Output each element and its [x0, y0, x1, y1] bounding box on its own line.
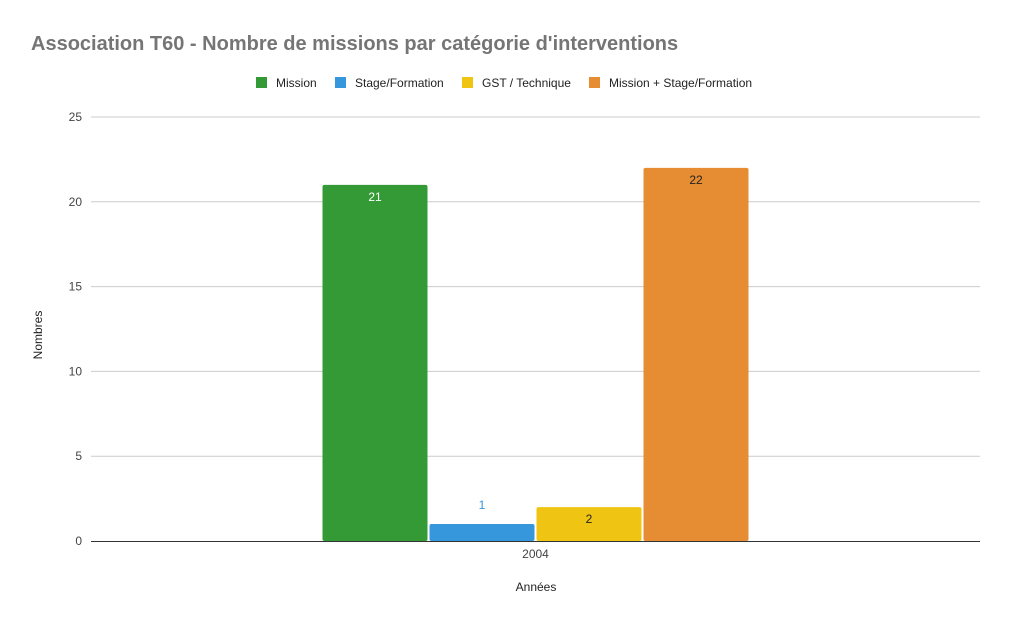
legend-item[interactable]: Mission + Stage/Formation [589, 76, 752, 90]
data-label: 1 [479, 498, 486, 512]
chart-title: Association T60 - Nombre de missions par… [31, 33, 678, 55]
legend-label: Stage/Formation [355, 76, 444, 90]
bar[interactable] [643, 167, 749, 541]
legend-item[interactable]: Stage/Formation [335, 76, 444, 90]
y-tick-label: 5 [75, 449, 82, 463]
gridlines: 0 5 10 15 20 25 [69, 110, 980, 548]
y-tick-label: 0 [75, 534, 82, 548]
x-axis-ticks: 2004 [522, 547, 549, 561]
x-tick-label: 2004 [522, 547, 549, 561]
legend: Mission Stage/Formation GST / Technique Mis… [256, 76, 752, 90]
legend-item[interactable]: GST / Technique [462, 76, 571, 90]
data-label: 2 [586, 512, 593, 526]
y-axis-title: Nombres [31, 311, 45, 360]
legend-swatch [462, 77, 473, 88]
x-axis-title: Années [516, 580, 557, 594]
bar[interactable] [429, 524, 535, 541]
legend-swatch [335, 77, 346, 88]
data-label: 21 [368, 190, 382, 204]
legend-label: Mission [276, 76, 317, 90]
legend-swatch [589, 77, 600, 88]
bar[interactable] [536, 507, 642, 541]
legend-label: GST / Technique [482, 76, 571, 90]
y-tick-label: 15 [69, 280, 83, 294]
y-tick-label: 25 [69, 110, 83, 124]
y-tick-label: 10 [69, 364, 83, 378]
legend-item[interactable]: Mission [256, 76, 317, 90]
y-tick-label: 20 [69, 195, 83, 209]
legend-label: Mission + Stage/Formation [609, 76, 752, 90]
data-label: 22 [689, 173, 703, 187]
legend-swatch [256, 77, 267, 88]
bar[interactable] [322, 184, 428, 541]
